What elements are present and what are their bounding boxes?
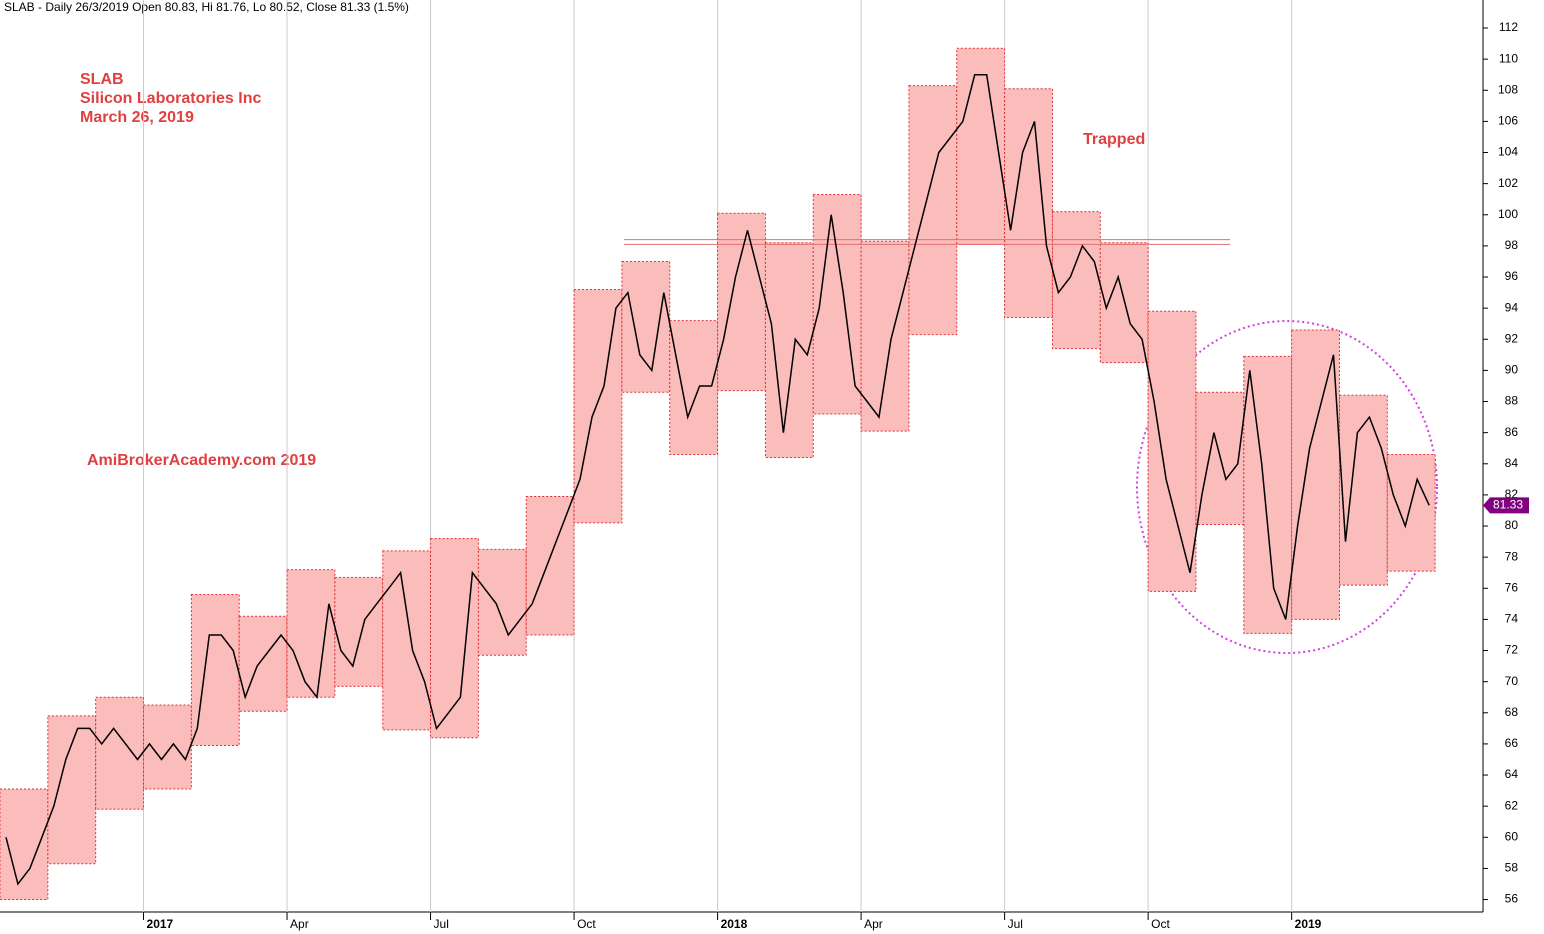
month-range-box: [717, 212, 766, 392]
y-tick-label: 66: [1505, 736, 1519, 750]
month-range-box: [956, 47, 1006, 245]
month-range-box: [1004, 88, 1053, 318]
y-tick-label: 56: [1505, 892, 1519, 906]
y-tick-label: 102: [1498, 176, 1518, 190]
month-range-box: [286, 569, 336, 698]
y-tick-label: 74: [1505, 612, 1519, 626]
y-tick-label: 96: [1505, 269, 1519, 283]
month-range-box: [812, 194, 862, 415]
annotation: Silicon Laboratories Inc: [80, 90, 261, 107]
month-range-box: [1147, 310, 1197, 592]
y-tick-label: 112: [1499, 20, 1518, 34]
y-tick-label: 100: [1498, 207, 1518, 221]
y-tick-label: 60: [1505, 829, 1519, 843]
y-tick-label: 78: [1505, 549, 1519, 563]
month-range-box: [573, 288, 623, 524]
y-tick-label: 86: [1505, 425, 1519, 439]
x-tick-label: 2019: [1295, 917, 1322, 931]
y-tick-label: 76: [1505, 580, 1519, 594]
y-tick-label: 108: [1498, 82, 1518, 96]
price-line: [5, 73, 1430, 886]
y-tick-label: 84: [1505, 456, 1519, 470]
month-range-box: [860, 240, 910, 432]
annotation: SLAB: [80, 71, 124, 88]
month-range-box: [1243, 355, 1293, 634]
month-range-box: [334, 576, 384, 687]
x-tick-label: Oct: [577, 917, 596, 931]
last-price-tag: [1483, 497, 1529, 514]
y-tick-label: 70: [1505, 674, 1519, 688]
x-tick-label: Jul: [1008, 917, 1023, 931]
x-tick-label: Apr: [290, 917, 309, 931]
y-tick-label: 90: [1505, 363, 1519, 377]
month-range-box: [430, 537, 479, 739]
y-tick-label: 104: [1498, 145, 1518, 159]
annotation: AmiBrokerAcademy.com 2019: [87, 452, 316, 469]
y-tick-label: 72: [1505, 643, 1519, 657]
month-range-box: [382, 550, 432, 731]
month-range-box: [477, 548, 527, 656]
month-range-box: [525, 495, 575, 636]
month-range-box: [1291, 329, 1340, 620]
annotation: Trapped: [1083, 131, 1145, 148]
x-tick-label: Apr: [864, 917, 883, 931]
trap-ellipse: [1136, 320, 1438, 654]
month-range-box: [908, 85, 958, 336]
month-range-box: [143, 704, 192, 790]
x-tick-label: Jul: [434, 917, 449, 931]
month-range-box: [190, 594, 240, 746]
y-tick-label: 64: [1505, 767, 1519, 781]
month-range-box: [47, 715, 97, 865]
month-range-box: [1051, 211, 1101, 350]
x-tick-label: Oct: [1151, 917, 1170, 931]
last-price-label: 81.33: [1493, 498, 1523, 512]
y-tick-label: 94: [1505, 300, 1519, 314]
month-range-box: [238, 615, 288, 712]
y-tick-label: 106: [1498, 114, 1518, 128]
y-tick-label: 88: [1505, 394, 1519, 408]
month-range-box: [764, 242, 814, 459]
y-tick-label: 110: [1499, 51, 1518, 65]
y-tick-label: 80: [1505, 518, 1519, 532]
x-tick-label: 2017: [147, 917, 174, 931]
month-range-box: [1338, 394, 1388, 586]
y-tick-label: 62: [1505, 798, 1519, 812]
chart-title: SLAB - Daily 26/3/2019 Open 80.83, Hi 81…: [4, 0, 409, 14]
month-range-box: [95, 696, 145, 810]
month-range-box: [621, 260, 671, 393]
annotation: March 26, 2019: [80, 109, 194, 126]
y-tick-label: 98: [1505, 238, 1519, 252]
y-tick-label: 58: [1505, 861, 1519, 875]
month-range-box: [669, 320, 719, 455]
y-tick-label: 92: [1505, 331, 1519, 345]
x-tick-label: 2018: [721, 917, 748, 931]
y-tick-label: 68: [1505, 705, 1519, 719]
month-range-box: [1386, 453, 1436, 572]
